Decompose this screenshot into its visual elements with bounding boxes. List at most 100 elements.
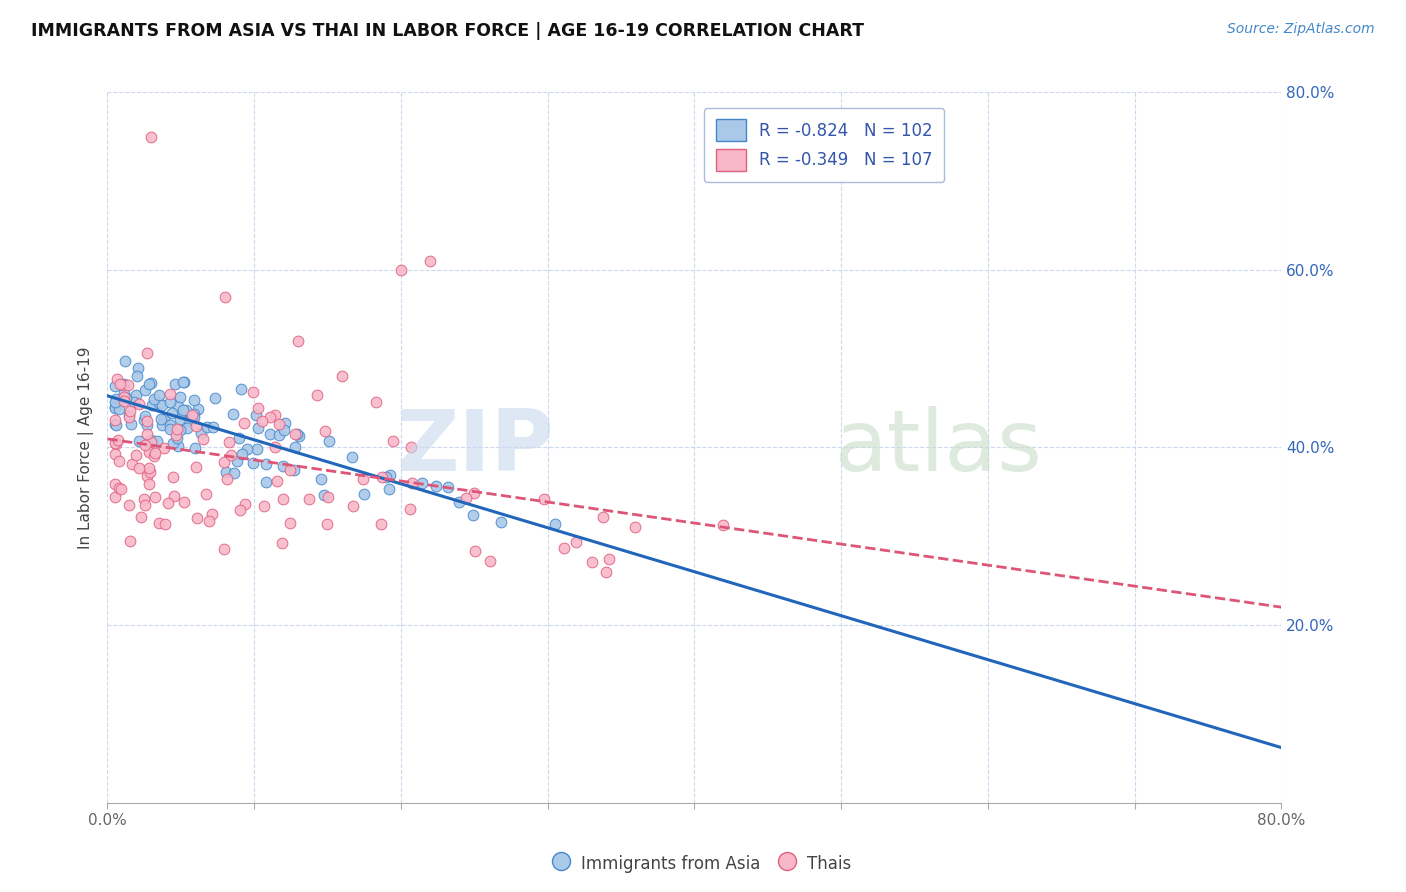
Point [226,454,249,468]
Point [214,465,236,479]
Point [544,516,567,531]
Point [183,410,205,425]
Point [128,397,150,411]
Point [173,495,195,509]
Point [247,420,270,434]
Point [267,417,290,431]
Point [398,502,420,516]
Point [105,437,128,451]
Point [124,395,146,409]
Point [138,445,160,459]
Point [134,409,156,423]
Point [461,508,484,522]
Point [108,376,131,391]
Point [419,254,441,268]
Point [166,432,188,446]
Point [172,375,194,389]
Point [236,442,259,456]
Point [271,536,294,550]
Point [195,486,218,500]
Point [274,416,297,430]
Point [242,385,264,400]
Point [141,398,163,412]
Point [134,413,156,427]
Point [352,472,374,486]
Point [162,435,184,450]
Point [624,519,647,533]
Point [118,499,141,513]
Point [250,414,273,428]
Point [378,468,401,483]
Point [595,565,617,579]
Point [183,392,205,407]
Point [139,434,162,449]
Point [127,361,149,376]
Point [533,491,555,506]
Point [163,489,186,503]
Point [139,466,162,480]
Point [167,399,190,413]
Point [201,420,224,434]
Point [330,369,353,384]
Point [104,435,127,450]
Point [169,390,191,404]
Point [108,481,131,495]
Point [193,432,215,446]
Point [437,480,460,494]
Point [180,408,202,422]
Point [125,369,148,384]
Point [219,449,242,463]
Point [201,507,224,521]
Text: ZIP: ZIP [396,406,554,489]
Legend: R = -0.824   N = 102, R = -0.349   N = 107: R = -0.824 N = 102, R = -0.349 N = 107 [704,108,945,182]
Point [159,387,181,401]
Point [104,417,127,431]
Point [138,377,160,392]
Point [425,479,447,493]
Point [565,535,588,549]
Point [195,420,218,434]
Point [315,516,337,531]
Point [142,392,165,406]
Point [263,409,285,423]
Point [287,429,309,443]
Point [389,263,412,277]
Point [273,423,295,437]
Point [148,395,170,409]
Point [259,426,281,441]
Point [256,457,278,471]
Point [229,382,252,396]
Point [172,403,194,417]
Point [136,426,159,441]
Point [176,421,198,435]
Point [104,490,127,504]
Point [136,469,159,483]
Point [370,470,392,484]
Point [271,459,294,474]
Point [173,375,195,389]
Point [312,488,335,502]
Point [190,426,212,441]
Point [129,509,152,524]
Point [104,418,127,433]
Point [134,383,156,397]
Point [198,514,221,528]
Point [148,516,170,531]
Point [148,388,170,402]
Point [284,426,307,441]
Point [222,407,245,421]
Point [134,438,156,452]
Point [159,394,181,409]
Point [142,449,165,463]
Point [165,428,187,442]
Point [153,442,176,456]
Point [169,423,191,437]
Point [110,482,132,496]
Point [124,388,146,402]
Point [269,428,291,442]
Point [105,392,128,406]
Point [366,395,388,409]
Point [136,413,159,427]
Point [246,442,269,456]
Point [135,346,157,360]
